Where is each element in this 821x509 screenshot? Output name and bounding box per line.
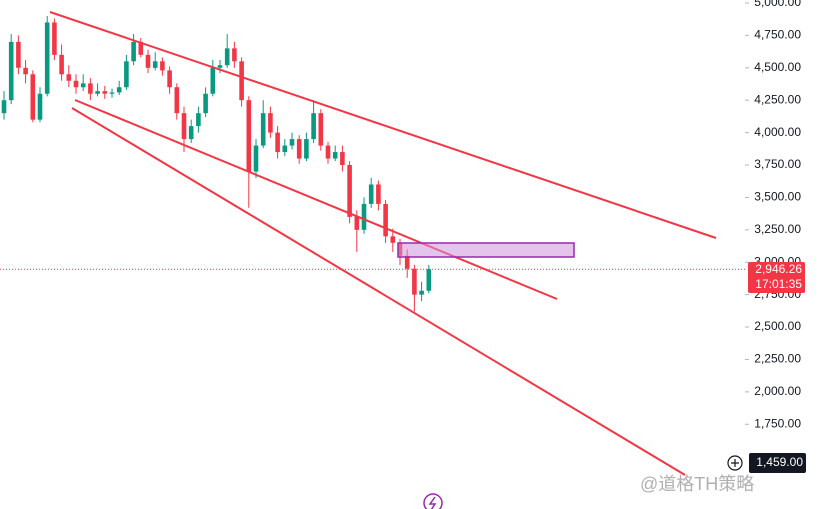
candle-body [376, 184, 381, 204]
candle-body [102, 91, 108, 94]
candle-body [368, 184, 374, 204]
candle-body [131, 41, 136, 62]
candle-body [239, 61, 244, 101]
candle-body [325, 145, 331, 159]
candle-body [268, 113, 273, 133]
candle-body [419, 290, 424, 295]
y-tick-label: 2,500.00 [754, 319, 801, 333]
candle-body [174, 87, 180, 114]
y-tick-label: 4,750.00 [754, 28, 801, 42]
y-tick-label: 3,250.00 [754, 222, 801, 236]
price-label-box [748, 262, 805, 293]
candle-body [152, 61, 158, 68]
add-icon[interactable] [727, 455, 743, 471]
drawings [49, 11, 717, 476]
candle-body [361, 203, 367, 230]
y-tick-label: 3,750.00 [754, 157, 801, 171]
candle-body [210, 67, 216, 94]
candle-body [138, 41, 144, 55]
candle-body [390, 236, 396, 243]
candle-body [95, 91, 100, 94]
candle-body [224, 48, 230, 66]
zone-box [397, 242, 575, 258]
candle-body [188, 126, 194, 140]
candle-body [260, 113, 266, 146]
candle-body [246, 100, 252, 172]
alert-icon[interactable] [423, 493, 443, 509]
candle-body [340, 152, 345, 166]
candle-body [217, 65, 223, 68]
candle-body [232, 48, 237, 62]
candle-body [347, 165, 352, 217]
candle-body [30, 74, 36, 120]
candle-body [332, 152, 338, 159]
candle-body [311, 113, 316, 140]
crosshair-price-label: 1,459.00 [756, 455, 803, 469]
y-tick-label: 4,500.00 [754, 60, 801, 74]
y-tick-label: 2,250.00 [754, 352, 801, 366]
candle-body [196, 113, 201, 127]
candle-body [116, 87, 122, 93]
candle-body [181, 113, 187, 140]
candle-body [44, 22, 50, 94]
crosshair-price-box [749, 453, 806, 473]
trend-line [71, 107, 686, 476]
candle-body [23, 67, 28, 75]
candle-body [404, 255, 410, 269]
candle-body [52, 22, 57, 55]
candle-body [354, 216, 360, 230]
candle-body [8, 41, 14, 101]
candle-body [275, 132, 280, 153]
candle-body [383, 203, 388, 237]
candle-body [253, 145, 259, 172]
y-tick-label: 1,750.00 [754, 416, 801, 430]
countdown-label: 17:01:35 [755, 277, 802, 291]
candle-body [80, 83, 86, 88]
add-icon-plus [731, 459, 739, 467]
candle-body [167, 70, 172, 88]
candle-body [318, 113, 324, 146]
candle-body [124, 61, 129, 88]
y-tick-label: 2,000.00 [754, 384, 801, 398]
y-tick-label: 4,000.00 [754, 125, 801, 139]
candle-body [1, 100, 7, 114]
candle-body [289, 139, 295, 146]
candle-body [16, 41, 21, 68]
candle-body [160, 61, 165, 71]
price-axis: 5,000.00 4,750.00 4,500.00 4,250.00 4,000.00… [745, 0, 801, 430]
candle-body [426, 269, 432, 291]
trend-line [49, 11, 717, 239]
candle-body [412, 268, 417, 295]
candles [0, 15, 745, 312]
y-tick-label: 4,250.00 [754, 92, 801, 106]
candle-body [37, 93, 43, 120]
candle-body [66, 74, 72, 81]
y-tick-label: 3,500.00 [754, 190, 801, 204]
candle-body [109, 92, 115, 94]
watermark: @道格TH策略 [640, 474, 754, 494]
candle-body [282, 145, 288, 153]
candle-body [59, 54, 64, 75]
candle-body [73, 80, 79, 88]
candle-body [304, 139, 309, 159]
candle-body [145, 54, 151, 68]
candle-body [296, 139, 302, 159]
candle-body [88, 83, 93, 94]
current-price-label: 2,946.26 [755, 262, 802, 276]
trend-line [74, 99, 558, 300]
alert-bolt [428, 496, 437, 509]
candle-body [203, 93, 208, 114]
y-tick-label: 5,000.00 [754, 0, 801, 9]
